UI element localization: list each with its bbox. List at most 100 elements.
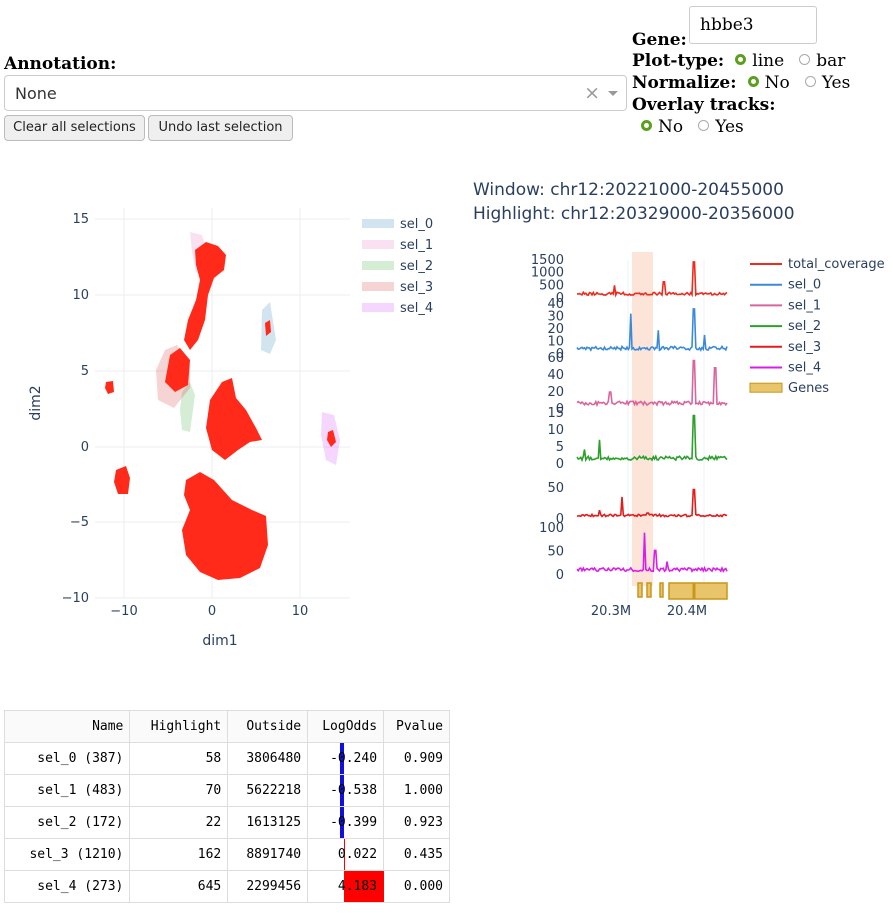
- legend-label-sel-2[interactable]: sel_2: [788, 319, 821, 334]
- track-y-tick: 40: [547, 297, 564, 312]
- track-line-sel-3[interactable]: [576, 488, 728, 518]
- tracks-group: 1500100050004030201006040200151050500100…: [531, 253, 728, 583]
- cell-logodds: -0.399: [307, 806, 385, 839]
- plot-type-option-line[interactable]: line: [735, 51, 784, 71]
- clear-icon[interactable]: ×: [584, 82, 600, 104]
- column-header-outside[interactable]: Outside: [227, 710, 309, 743]
- column-header-name[interactable]: Name: [3, 710, 131, 743]
- highlight-band: [632, 252, 653, 586]
- cell-pvalue: 0.000: [383, 870, 450, 903]
- cell-name: sel_0 (387): [3, 742, 131, 775]
- cell-logodds: 0.022: [307, 838, 385, 871]
- radio-selected-icon[interactable]: [735, 54, 747, 65]
- plot-type-label: Plot-type:: [632, 51, 725, 71]
- overlay-option-yes[interactable]: Yes: [698, 117, 744, 137]
- gene-exon[interactable]: [646, 582, 652, 598]
- column-header-logodds[interactable]: LogOdds: [307, 710, 385, 743]
- cluster-sel4: [327, 430, 336, 447]
- cell-name: sel_4 (273): [3, 870, 131, 903]
- radio-icon[interactable]: [698, 120, 710, 131]
- cell-outside: 1613125: [227, 806, 309, 839]
- track-y-tick: 50: [547, 545, 564, 560]
- legend-label-sel-2[interactable]: sel_2: [400, 259, 433, 274]
- overlay-tracks-row: No Yes: [641, 117, 744, 137]
- legend-label-sel-1[interactable]: sel_1: [400, 238, 433, 253]
- svg-text:10: 10: [292, 604, 309, 619]
- overlay-option-no[interactable]: No: [641, 117, 683, 137]
- legend-label-Genes[interactable]: Genes: [788, 381, 829, 396]
- cluster-top: [184, 242, 226, 350]
- scatter-legend: sel_0 sel_1 sel_2 sel_3 sel_4: [362, 217, 433, 316]
- cluster-bottom: [182, 472, 268, 580]
- legend-swatch-genes[interactable]: [749, 382, 783, 393]
- legend-swatch-sel-1[interactable]: [362, 240, 394, 249]
- track-y-tick: 0: [556, 291, 564, 306]
- cell-outside: 5622218: [227, 774, 309, 807]
- clear-selections-button[interactable]: Clear all selections: [4, 115, 145, 141]
- plot-type-option-bar[interactable]: bar: [799, 51, 845, 71]
- cell-logodds: -0.538: [307, 774, 385, 807]
- column-header-highlight[interactable]: Highlight: [129, 710, 229, 743]
- legend-label-sel-3[interactable]: sel_3: [788, 340, 821, 355]
- legend-label-sel-0[interactable]: sel_0: [400, 217, 433, 232]
- cell-name: sel_3 (1210): [3, 838, 131, 871]
- table-row: sel_3 (1210) 162 8891740 0.022 0.435: [3, 838, 450, 871]
- legend-swatch-sel-4[interactable]: [362, 303, 394, 312]
- track-y-tick: 0: [556, 512, 564, 527]
- legend-label-sel-1[interactable]: sel_1: [788, 298, 821, 313]
- logodds-value: -0.538: [330, 783, 378, 798]
- gene-input[interactable]: hbbe3: [689, 6, 817, 44]
- plot-type-row: Plot-type: line bar: [632, 51, 845, 71]
- normalize-label: Normalize:: [632, 73, 737, 93]
- legend-label-sel-4[interactable]: sel_4: [788, 361, 821, 376]
- enrichment-table: Name Highlight Outside LogOdds Pvalue se…: [3, 710, 450, 903]
- svg-text:10: 10: [72, 288, 89, 303]
- track-line-sel-0[interactable]: [576, 308, 728, 352]
- normalize-option-no[interactable]: No: [747, 73, 790, 93]
- radio-icon[interactable]: [804, 76, 816, 87]
- normalize-option-yes[interactable]: Yes: [804, 73, 850, 93]
- chevron-down-icon[interactable]: [608, 91, 618, 96]
- track-line-total-coverage[interactable]: [576, 261, 728, 298]
- svg-text:−10: −10: [110, 604, 137, 619]
- legend-label-sel-4[interactable]: sel_4: [400, 301, 433, 316]
- svg-text:−5: −5: [70, 515, 89, 530]
- logodds-bar: [344, 871, 385, 902]
- gene-block[interactable]: [668, 582, 728, 600]
- annotation-selected-value: None: [15, 84, 57, 103]
- legend-label-sel-3[interactable]: sel_3: [400, 280, 433, 295]
- coverage-tracks-plot[interactable]: 1500100050004030201006040200151050500100…: [460, 240, 893, 630]
- column-header-pvalue[interactable]: Pvalue: [383, 710, 450, 743]
- track-y-tick: 0: [556, 568, 564, 583]
- radio-selected-icon[interactable]: [747, 76, 759, 87]
- umap-scatter-plot[interactable]: 15 10 5 0 −5 −10 −10 0 10 dim1 dim2 sel_…: [0, 160, 460, 660]
- radio-icon[interactable]: [799, 54, 811, 65]
- cluster-far-left: [105, 381, 114, 394]
- radio-selected-icon[interactable]: [641, 120, 652, 131]
- track-line-sel-1[interactable]: [576, 359, 728, 408]
- table-row: sel_4 (273) 645 2299456 4.183 0.000: [3, 870, 450, 903]
- overlay-tracks-label: Overlay tracks:: [632, 95, 776, 115]
- gene-exon[interactable]: [637, 582, 643, 598]
- track-line-sel-2[interactable]: [576, 414, 728, 463]
- track-line-sel-4[interactable]: [576, 532, 728, 573]
- table-header-row: Name Highlight Outside LogOdds Pvalue: [3, 710, 450, 743]
- track-y-tick: 1000: [531, 266, 564, 281]
- legend-swatch-sel-3[interactable]: [362, 282, 394, 291]
- gene-label: Gene:: [632, 30, 687, 50]
- track-y-tick: 0: [556, 402, 564, 417]
- track-gridlines: [627, 260, 705, 610]
- table-row: sel_2 (172) 22 1613125 -0.399 0.923: [3, 806, 450, 839]
- cluster-sel0: [265, 320, 271, 336]
- legend-swatch-sel-2[interactable]: [362, 261, 394, 270]
- logodds-bar: [344, 839, 346, 870]
- gene-exon[interactable]: [659, 582, 664, 598]
- sel-2-hull[interactable]: [180, 382, 195, 432]
- legend-label-sel-0[interactable]: sel_0: [788, 278, 821, 293]
- normalize-row: Normalize: No Yes: [632, 73, 850, 93]
- track-y-tick: 15: [547, 406, 564, 421]
- legend-swatch-sel-0[interactable]: [362, 219, 394, 228]
- legend-label-total-coverage[interactable]: total_coverage: [788, 257, 885, 272]
- annotation-dropdown[interactable]: None ×: [4, 75, 627, 111]
- undo-selection-button[interactable]: Undo last selection: [148, 115, 293, 141]
